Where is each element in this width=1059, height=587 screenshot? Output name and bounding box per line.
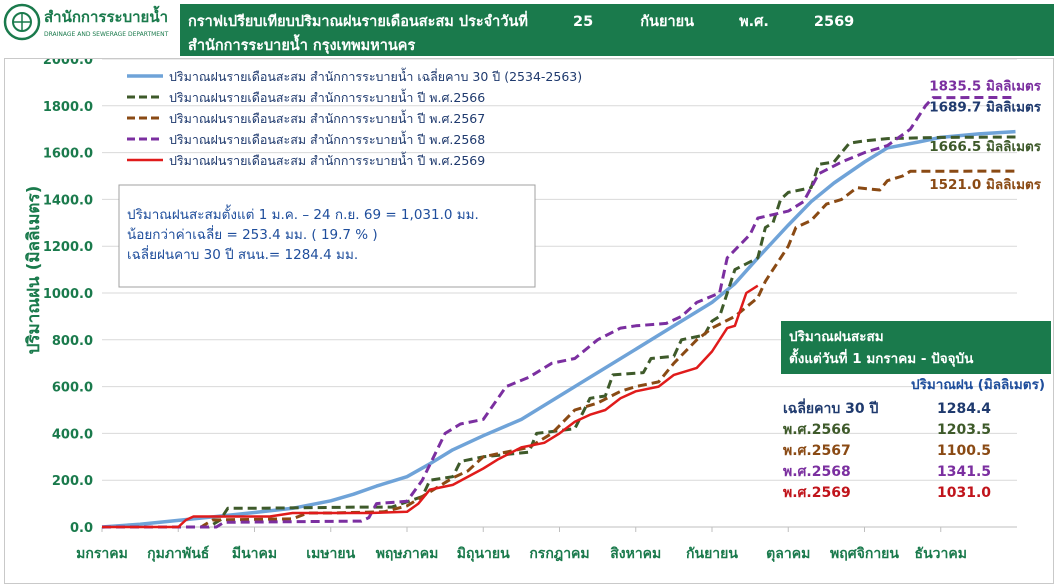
- summary-row-label: พ.ศ.2567: [783, 443, 851, 459]
- title-era: พ.ศ.: [739, 14, 769, 30]
- legend-label-y2567: ปริมาณฝนรายเดือนสะสม สำนักการระบายน้ำ ปี…: [169, 109, 485, 126]
- x-tick-label: กุมภาพันธ์: [147, 545, 209, 562]
- title-year: 2569: [813, 14, 855, 30]
- x-tick-label: มกราคม: [76, 546, 128, 562]
- summary-row-label: พ.ศ.2566: [783, 422, 851, 438]
- y-tick-label: 1200.0: [43, 240, 93, 255]
- x-tick-label: มิถุนายน: [457, 546, 510, 562]
- summary-row-value: 1284.4: [937, 401, 991, 417]
- summary-row-value: 1341.5: [937, 464, 991, 480]
- summary-column-header: ปริมาณฝน (มิลลิเมตร): [911, 377, 1045, 393]
- rainfall-chart: 0.0 200.0 400.0 600.0 800.0 1000.0 1200.0 1400.…: [24, 53, 1051, 562]
- series-line-y2567: [102, 169, 1016, 529]
- x-tick-label: สิงหาคม: [610, 546, 662, 562]
- y-tick-label: 2000.0: [43, 59, 93, 68]
- summary-row-label: เฉลี่ยคาบ 30 ปี: [783, 398, 878, 417]
- legend-label-avg30: ปริมาณฝนรายเดือนสะสม สำนักการระบายน้ำ เฉ…: [169, 67, 582, 84]
- end-label-avg30: 1689.7 มิลลิเมตร: [929, 100, 1042, 116]
- summary-row-label: พ.ศ.2569: [783, 485, 851, 501]
- title-day: 25: [573, 14, 594, 30]
- logo: สำนักการระบายน้ำ DRAINAGE AND SEWERAGE D…: [3, 3, 169, 41]
- legend-label-y2568: ปริมาณฝนรายเดือนสะสม สำนักการระบายน้ำ ปี…: [169, 130, 485, 147]
- chart-subtitle: สำนักการระบายน้ำ กรุงเทพมหานคร: [188, 38, 416, 54]
- x-axis-ticks: มกราคม กุมภาพันธ์ มีนาคม เมษายน พฤษภาคม มิถุน…: [76, 527, 967, 562]
- logo-area: สำนักการระบายน้ำ DRAINAGE AND SEWERAGE D…: [0, 0, 180, 52]
- summary-title-bg: [781, 321, 1051, 374]
- y-tick-label: 200.0: [52, 474, 93, 489]
- title-bar: กราฟเปรียบเทียบปริมาณฝนรายเดือนสะสม ประจ…: [180, 4, 1054, 56]
- title-prefix: กราฟเปรียบเทียบปริมาณฝนรายเดือนสะสม ประจ…: [188, 14, 528, 30]
- chart-container: 0.0 200.0 400.0 600.0 800.0 1000.0 1200.0 1400.…: [4, 53, 1054, 584]
- x-tick-label: ตุลาคม: [766, 546, 810, 562]
- x-tick-label: กันยายน: [686, 546, 738, 562]
- legend-label-y2566: ปริมาณฝนรายเดือนสะสม สำนักการระบายน้ำ ปี…: [169, 88, 485, 105]
- org-name-th: สำนักการระบายน้ำ: [44, 5, 168, 26]
- y-axis-ticks: 0.0 200.0 400.0 600.0 800.0 1000.0 1200.0 1400.…: [43, 53, 93, 536]
- y-tick-label: 1600.0: [43, 147, 93, 162]
- y-tick-label: 1400.0: [43, 193, 93, 208]
- y-axis-label: ปริมาณฝน (มิลลิเมตร): [24, 186, 44, 355]
- y-tick-label: 600.0: [52, 381, 93, 396]
- title-month: กันยายน: [640, 14, 694, 30]
- summary-rows: เฉลี่ยคาบ 30 ปี 1284.4 พ.ศ.2566 1203.5 พ.ศ.2…: [783, 398, 991, 501]
- x-tick-label: ธันวาคม: [915, 546, 967, 562]
- end-label-y2567: 1521.0 มิลลิเมตร: [929, 177, 1042, 193]
- end-label-y2566: 1666.5 มิลลิเมตร: [929, 139, 1042, 155]
- gridlines: [102, 58, 1017, 528]
- y-tick-label: 1800.0: [43, 100, 93, 115]
- series-line-y2569: [102, 284, 759, 529]
- info-line-3: เฉลี่ยฝนคาบ 30 ปี สนน.= 1284.4 มม.: [127, 245, 358, 263]
- chart-title: กราฟเปรียบเทียบปริมาณฝนรายเดือนสะสม ประจ…: [188, 10, 854, 33]
- y-tick-label: 1000.0: [43, 287, 93, 302]
- summary-row-value: 1100.5: [937, 443, 991, 459]
- series-line-avg30: [101, 129, 1016, 529]
- y-tick-label: 800.0: [52, 334, 93, 349]
- info-line-2: น้อยกว่าค่าเฉลี่ย = 253.4 มม. ( 19.7 % ): [127, 225, 378, 243]
- org-name-en: DRAINAGE AND SEWERAGE DEPARTMENT: [44, 31, 169, 38]
- legend: ปริมาณฝนรายเดือนสะสม สำนักการระบายน้ำ เฉ…: [127, 67, 582, 168]
- series-lines: [101, 96, 1016, 529]
- summary-row-label: พ.ศ.2568: [783, 464, 851, 480]
- seal-emblem-icon: [3, 3, 41, 41]
- legend-label-y2569: ปริมาณฝนรายเดือนสะสม สำนักการระบายน้ำ ปี…: [169, 151, 485, 168]
- y-tick-label: 400.0: [52, 427, 93, 442]
- summary-row-value: 1203.5: [937, 422, 991, 438]
- summary-row-value: 1031.0: [937, 485, 991, 501]
- y-tick-label: 0.0: [70, 521, 93, 536]
- info-line-1: ปริมาณฝนสะสมตั้งแต่ 1 ม.ค. – 24 ก.ย. 69 …: [127, 204, 479, 223]
- x-tick-label: กรกฎาคม: [529, 546, 589, 562]
- info-box: ปริมาณฝนสะสมตั้งแต่ 1 ม.ค. – 24 ก.ย. 69 …: [118, 184, 536, 288]
- summary-panel: ปริมาณฝนสะสม ตั้งแต่วันที่ 1 มกราคม - ปั…: [781, 321, 1051, 501]
- series-end-labels: 1689.7 มิลลิเมตร 1666.5 มิลลิเมตร 1521.0 ม…: [929, 78, 1042, 193]
- x-tick-label: พฤษภาคม: [376, 546, 439, 562]
- summary-title-1: ปริมาณฝนสะสม: [789, 329, 884, 345]
- end-label-y2568: 1835.5 มิลลิเมตร: [929, 78, 1042, 94]
- x-tick-label: พฤศจิกายน: [830, 546, 899, 562]
- series-line-y2568: [102, 96, 1016, 529]
- x-tick-label: เมษายน: [306, 546, 355, 562]
- summary-title-2: ตั้งแต่วันที่ 1 มกราคม - ปัจจุบัน: [789, 348, 974, 367]
- x-tick-label: มีนาคม: [232, 546, 277, 562]
